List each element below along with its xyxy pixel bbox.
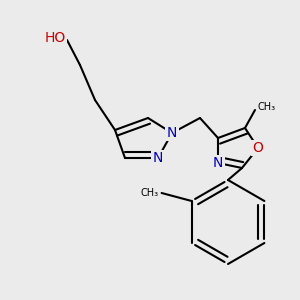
Text: CH₃: CH₃ (257, 102, 275, 112)
Text: N: N (153, 151, 163, 165)
Text: O: O (253, 141, 263, 155)
Text: N: N (167, 126, 177, 140)
Text: HO: HO (44, 31, 66, 45)
Text: CH₃: CH₃ (140, 188, 159, 198)
Text: N: N (213, 156, 223, 170)
